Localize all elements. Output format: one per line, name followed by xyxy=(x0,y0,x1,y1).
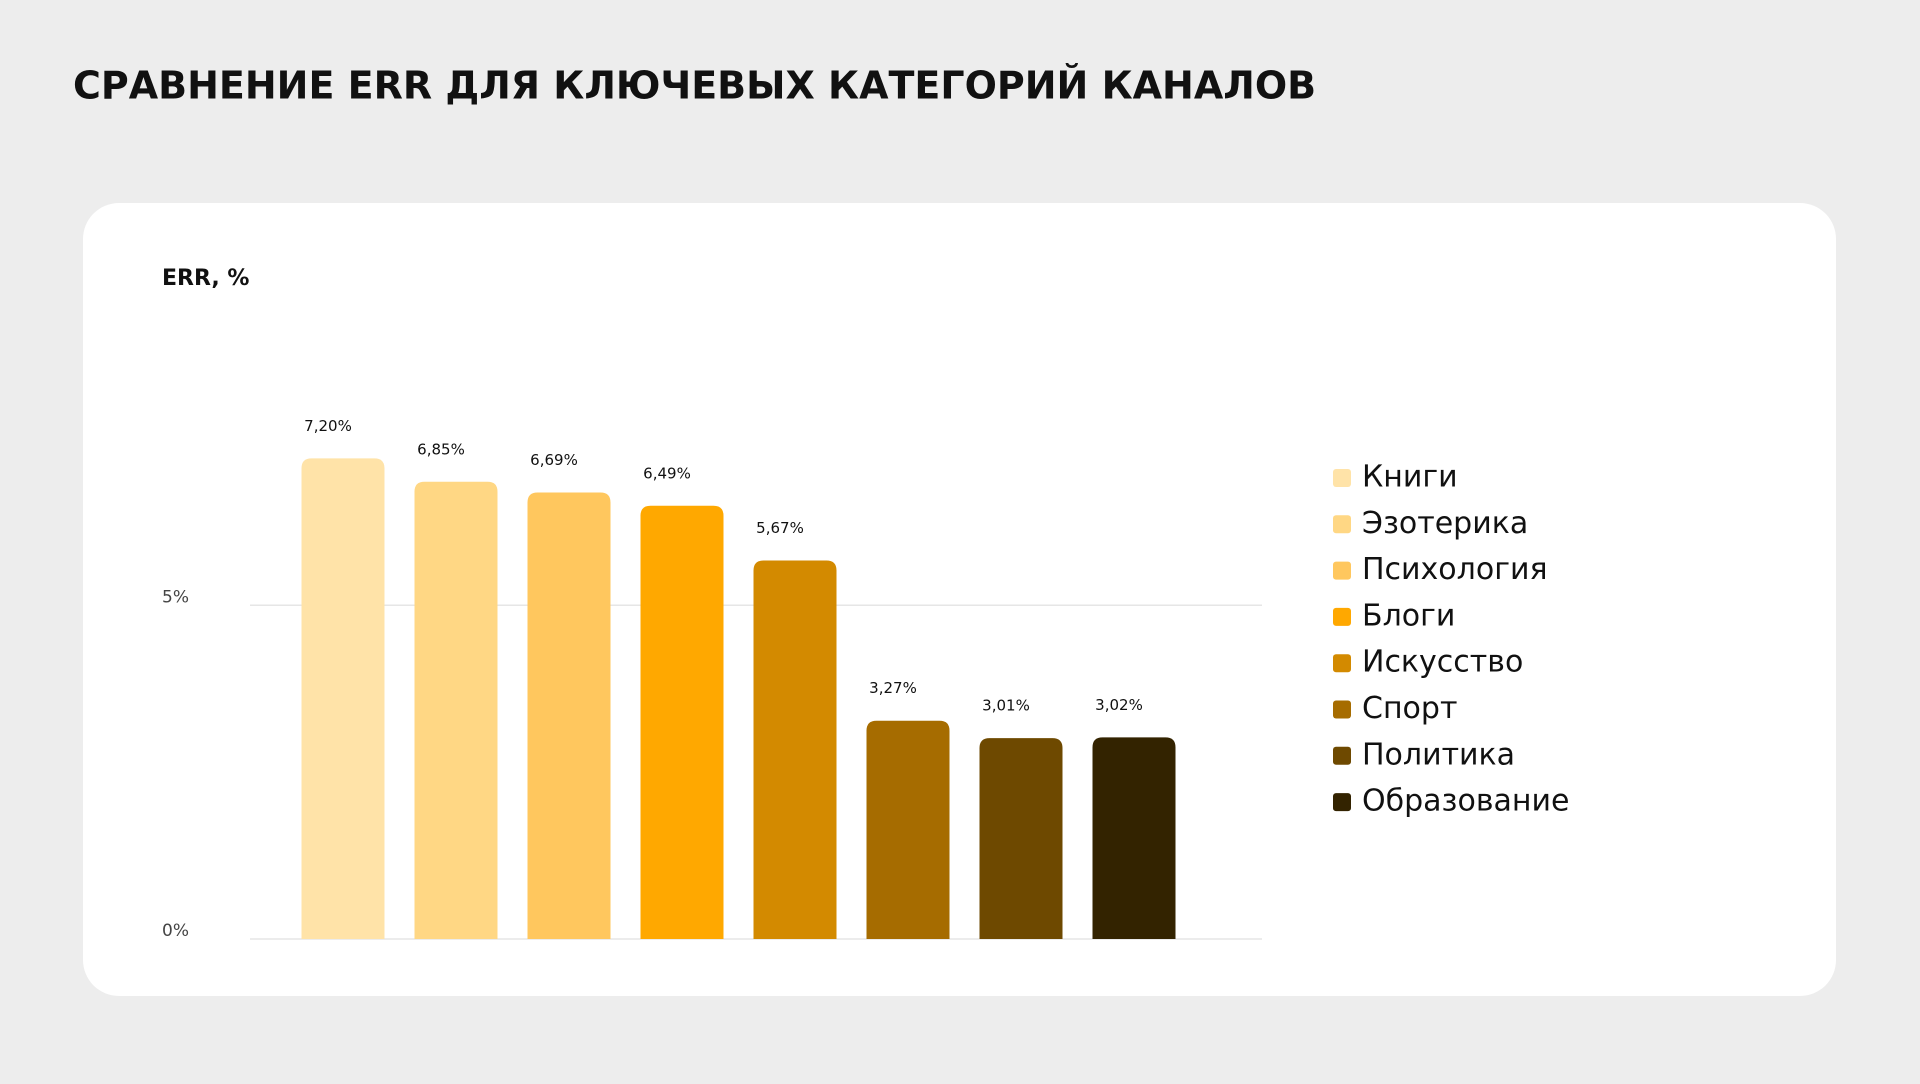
legend-label: Искусство xyxy=(1362,645,1523,680)
legend-label: Книги xyxy=(1362,460,1458,495)
data-label: 6,49% xyxy=(643,464,691,482)
data-label: 3,01% xyxy=(982,697,1030,715)
y-axis-label: ERR, % xyxy=(162,266,249,291)
bar xyxy=(414,481,498,939)
legend-swatch xyxy=(1333,469,1351,487)
legend-swatch xyxy=(1333,561,1351,580)
bar xyxy=(527,492,611,939)
legend-label: Психология xyxy=(1362,552,1548,587)
legend-swatch xyxy=(1333,746,1351,765)
data-label: 6,69% xyxy=(530,451,578,469)
legend-label: Политика xyxy=(1362,737,1515,772)
legend-label: Эзотерика xyxy=(1362,506,1528,541)
legend-swatch xyxy=(1333,607,1351,626)
card xyxy=(83,203,1836,996)
bar xyxy=(640,505,724,939)
chart-title: СРАВНЕНИЕ ERR ДЛЯ КЛЮЧЕВЫХ КАТЕГОРИЙ КАН… xyxy=(73,64,1316,108)
legend-label: Блоги xyxy=(1362,598,1455,633)
data-label: 3,27% xyxy=(869,679,917,697)
bar xyxy=(1092,737,1176,939)
bar xyxy=(753,560,837,939)
bar xyxy=(979,738,1063,939)
data-label: 7,20% xyxy=(304,417,352,435)
bar xyxy=(301,458,385,939)
y-tick-label: 5% xyxy=(162,587,189,607)
legend-swatch xyxy=(1333,700,1351,719)
data-label: 3,02% xyxy=(1095,696,1143,714)
legend-label: Спорт xyxy=(1362,691,1457,726)
y-tick-label: 0% xyxy=(162,921,189,941)
legend-swatch xyxy=(1333,515,1351,534)
legend-label: Образование xyxy=(1362,784,1569,819)
legend-swatch xyxy=(1333,793,1351,812)
data-label: 5,67% xyxy=(756,519,804,537)
legend-swatch xyxy=(1333,654,1351,673)
data-label: 6,85% xyxy=(417,440,465,458)
bar xyxy=(866,720,950,939)
